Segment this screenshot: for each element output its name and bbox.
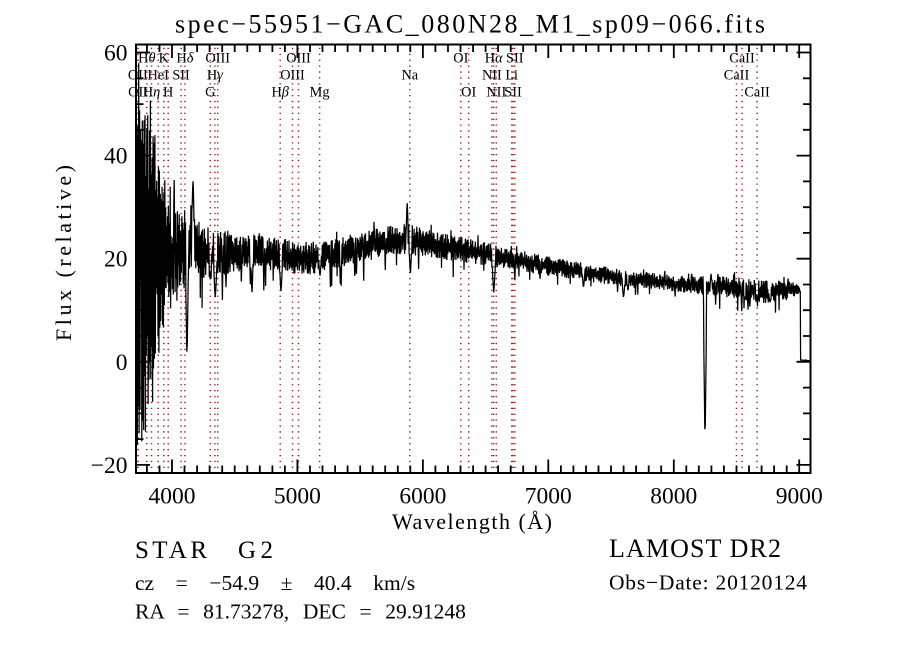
svg-text:spec−55951−GAC_080N28_M1_sp09−: spec−55951−GAC_080N28_M1_sp09−066.fits — [175, 10, 765, 39]
svg-text:8000: 8000 — [650, 484, 697, 510]
svg-text:SII: SII — [506, 51, 524, 67]
svg-text:OII: OII — [128, 68, 148, 84]
svg-text:HeI: HeI — [147, 68, 169, 84]
svg-text:SII: SII — [172, 68, 190, 84]
svg-text:G2: G2 — [238, 537, 273, 564]
svg-text:Hα: Hα — [485, 51, 503, 67]
svg-text:Li: Li — [505, 68, 518, 84]
svg-text:Hη: Hη — [143, 85, 160, 101]
svg-text:Obs−Date: 20120124: Obs−Date: 20120124 — [609, 571, 807, 595]
svg-text:cz = −54.9 ± 40.4 km/s: cz = −54.9 ± 40.4 km/s — [135, 571, 415, 595]
svg-text:STAR: STAR — [135, 537, 207, 564]
svg-text:G: G — [205, 85, 215, 101]
svg-text:60: 60 — [104, 41, 128, 67]
svg-text:OIII: OIII — [205, 51, 230, 67]
svg-text:6000: 6000 — [399, 484, 446, 510]
svg-text:0: 0 — [116, 350, 128, 376]
svg-text:4000: 4000 — [149, 484, 196, 510]
svg-text:Hγ: Hγ — [207, 68, 223, 84]
svg-text:K: K — [159, 51, 170, 67]
svg-text:7000: 7000 — [525, 484, 572, 510]
svg-text:OII: OII — [128, 85, 148, 101]
svg-text:CaII: CaII — [729, 51, 755, 67]
svg-text:Hβ: Hβ — [271, 85, 289, 101]
svg-text:NII: NII — [486, 85, 506, 101]
svg-text:Na: Na — [401, 68, 418, 84]
svg-text:5000: 5000 — [274, 484, 321, 510]
svg-text:OI: OI — [453, 51, 468, 67]
svg-text:Wavelength (Å): Wavelength (Å) — [392, 509, 552, 534]
svg-text:SII: SII — [504, 85, 522, 101]
svg-text:Hθ: Hθ — [138, 51, 155, 67]
svg-text:H: H — [163, 85, 173, 101]
svg-text:9000: 9000 — [776, 484, 823, 510]
svg-text:CaII: CaII — [744, 85, 770, 101]
svg-text:Flux (relative): Flux (relative) — [51, 165, 76, 341]
svg-text:Mg: Mg — [310, 85, 330, 101]
svg-text:40: 40 — [104, 144, 128, 170]
svg-text:LAMOST DR2: LAMOST DR2 — [609, 534, 781, 563]
svg-text:Hδ: Hδ — [176, 51, 193, 67]
svg-text:OIII: OIII — [280, 68, 305, 84]
svg-text:CaII: CaII — [724, 68, 750, 84]
svg-text:RA = 81.73278, DEC = 29.91248: RA = 81.73278, DEC = 29.91248 — [135, 600, 466, 624]
svg-text:NII: NII — [482, 68, 502, 84]
svg-text:20: 20 — [104, 247, 128, 273]
svg-text:OIII: OIII — [286, 51, 311, 67]
svg-text:OI: OI — [461, 85, 476, 101]
svg-text:−20: −20 — [91, 453, 128, 479]
